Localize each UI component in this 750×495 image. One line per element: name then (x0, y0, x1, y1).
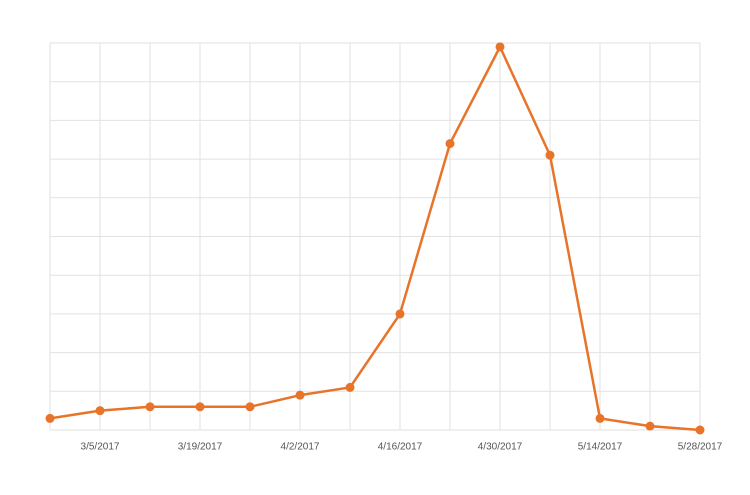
x-tick-label: 5/28/2017 (678, 442, 723, 453)
point (195, 402, 205, 412)
point (495, 42, 505, 52)
point (695, 425, 705, 435)
point (245, 402, 255, 412)
x-tick-label: 4/2/2017 (281, 442, 320, 453)
x-tick-label: 4/30/2017 (478, 442, 523, 453)
point (345, 382, 355, 392)
point (595, 413, 605, 423)
x-tick-label: 3/19/2017 (178, 442, 223, 453)
point (545, 150, 555, 160)
line (49, 45, 701, 432)
point (95, 406, 105, 416)
point (395, 309, 405, 319)
x-tick-label: 4/16/2017 (378, 442, 423, 453)
point (445, 139, 455, 149)
point (295, 390, 305, 400)
x-tick-label: 5/14/2017 (578, 442, 623, 453)
x-tick-label: 3/5/2017 (81, 442, 120, 453)
point (645, 421, 655, 431)
point (45, 413, 55, 423)
point (145, 402, 155, 412)
